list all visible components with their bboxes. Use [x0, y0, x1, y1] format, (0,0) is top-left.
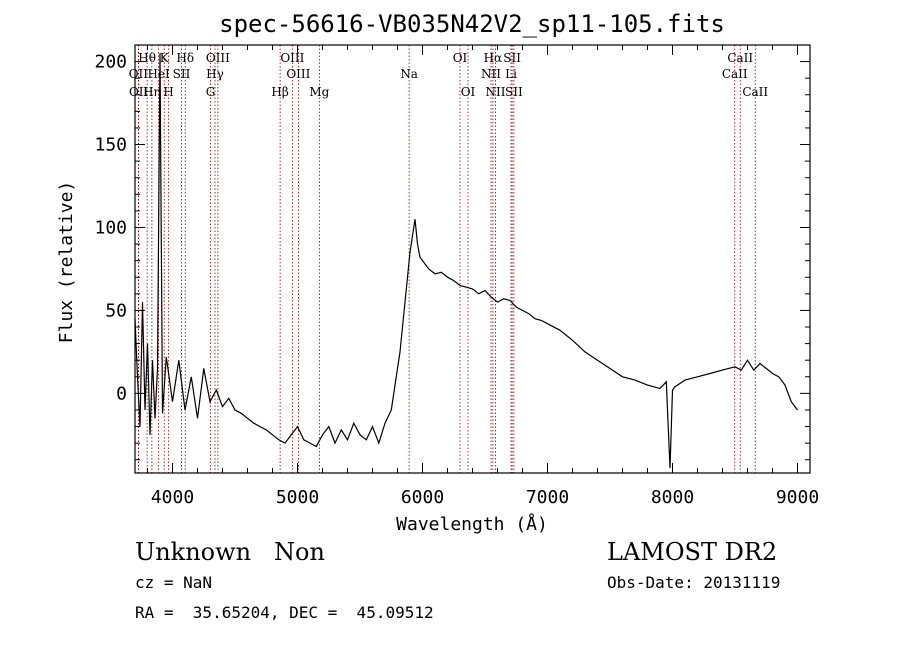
- line-label: K: [160, 51, 170, 65]
- line-label: Hα: [484, 51, 503, 65]
- y-axis: 0 50 100 150 200: [94, 52, 810, 461]
- line-label: Na: [400, 67, 418, 81]
- line-label: Hβ: [271, 85, 288, 99]
- line-label: NII: [486, 85, 506, 99]
- x-tick-label: 9000: [776, 487, 819, 508]
- classification-text: Unknown Non: [135, 538, 325, 566]
- line-label: OIII: [286, 67, 310, 81]
- survey-label: LAMOST DR2: [607, 538, 778, 566]
- line-label: OI: [461, 85, 476, 99]
- line-label: HeI: [147, 67, 170, 81]
- line-label: SII: [173, 67, 191, 81]
- y-tick-label: 150: [94, 135, 127, 156]
- line-label: Hη: [143, 85, 161, 99]
- line-label: Hδ: [176, 51, 194, 65]
- x-tick-label: 7000: [526, 487, 569, 508]
- x-axis: 4000 5000 6000 7000 8000 9000: [147, 45, 819, 508]
- redshift-text: cz = NaN: [135, 573, 213, 592]
- line-label: CaII: [727, 51, 753, 65]
- y-tick-label: 100: [94, 217, 127, 238]
- line-label: OIII: [206, 51, 230, 65]
- y-tick-label: 200: [94, 52, 127, 73]
- line-label: CaII: [742, 85, 768, 99]
- x-tick-label: 4000: [151, 487, 194, 508]
- line-label: OII: [129, 85, 149, 99]
- y-tick-label: 50: [105, 300, 127, 321]
- line-label: SII: [503, 51, 521, 65]
- observation-date: Obs-Date: 20131119: [607, 573, 781, 592]
- spectrum-line: [134, 53, 798, 469]
- line-label: Li: [505, 67, 517, 81]
- plot-frame: [134, 44, 811, 474]
- x-tick-label: 8000: [651, 487, 694, 508]
- line-label: NII: [481, 67, 501, 81]
- line-label: OII: [129, 67, 149, 81]
- line-label: H: [163, 85, 173, 99]
- line-label: G: [206, 85, 216, 99]
- line-label: CaII: [722, 67, 748, 81]
- line-label: Hγ: [206, 67, 224, 81]
- emission-line-markers: [137, 45, 756, 473]
- line-label: OI: [453, 51, 468, 65]
- y-tick-label: 0: [116, 383, 127, 404]
- x-tick-label: 5000: [276, 487, 319, 508]
- line-label: Mg: [309, 85, 329, 99]
- line-label: OIII: [280, 51, 304, 65]
- line-label: Hθ: [138, 51, 156, 65]
- line-label: SII: [505, 85, 523, 99]
- y-axis-label: Flux (relative): [56, 181, 77, 344]
- chart-title: spec-56616-VB035N42V2_sp11-105.fits: [219, 10, 725, 38]
- coordinates-text: RA = 35.65204, DEC = 45.09512: [135, 603, 434, 622]
- x-axis-label: Wavelength (Å): [396, 513, 548, 535]
- x-tick-label: 6000: [401, 487, 444, 508]
